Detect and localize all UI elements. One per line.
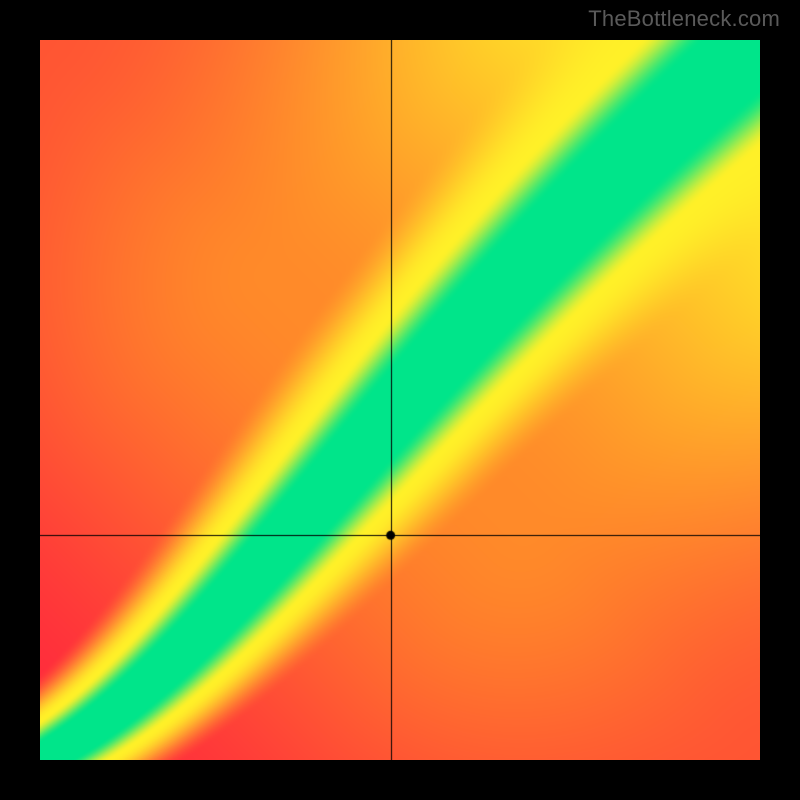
watermark-text: TheBottleneck.com [588,6,780,32]
crosshair-overlay [40,40,760,760]
chart-container: TheBottleneck.com [0,0,800,800]
